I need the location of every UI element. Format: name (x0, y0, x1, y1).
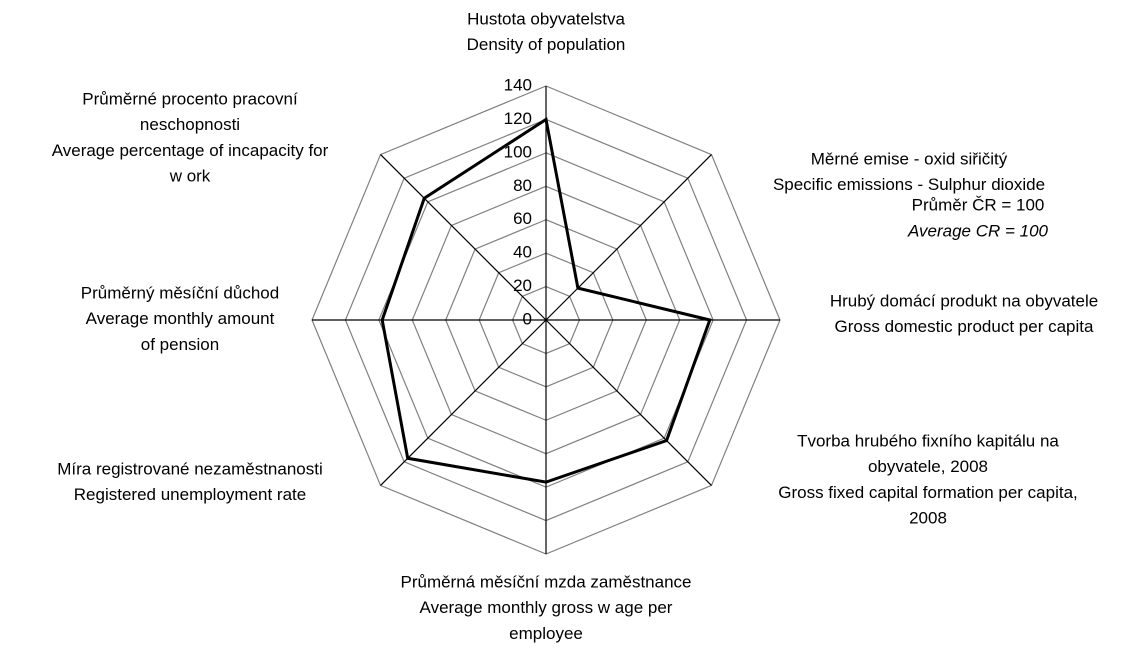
tick-label: 140 (504, 75, 532, 94)
category-label: Density of population (467, 35, 626, 54)
category-label: Specific emissions - Sulphur dioxide (773, 175, 1045, 194)
tick-label: 80 (513, 176, 532, 195)
annotation: Průměr ČR = 100 (912, 195, 1045, 214)
category-label: neschopnosti (140, 115, 240, 134)
tick-label: 0 (523, 309, 532, 328)
category-label: 2008 (909, 509, 947, 528)
category-label: Hustota obyvatelstva (467, 9, 625, 28)
category-label: Gross domestic product per capita (835, 317, 1094, 336)
category-label: Registered unemployment rate (74, 485, 306, 504)
tick-label: 40 (513, 243, 532, 262)
category-label: Hrubý domácí produkt na obyvatele (830, 291, 1098, 310)
category-label: obyvatele, 2008 (868, 457, 988, 476)
data-line (380, 116, 712, 484)
category-label: Měrné emise - oxid siřičitý (811, 149, 1008, 168)
category-label: w ork (169, 167, 211, 186)
category-label: Míra registrované nezaměstnanosti (57, 459, 323, 478)
axis-line (545, 154, 712, 321)
category-label: Průměrný měsíční důchod (81, 283, 279, 302)
category-label: employee (509, 624, 583, 643)
category-label: Average percentage of incapacity for (52, 141, 329, 160)
category-label: Gross fixed capital formation per capita… (778, 483, 1078, 502)
tick-label: 20 (513, 276, 532, 295)
axis-line (380, 154, 547, 321)
category-label: Tvorba hrubého fixního kapitálu na (797, 431, 1059, 450)
category-label: Average monthly amount (86, 309, 275, 328)
tick-label: 100 (504, 142, 532, 161)
annotation: Average CR = 100 (907, 221, 1049, 240)
category-label: Average monthly gross w age per (420, 598, 673, 617)
axis-line (380, 319, 547, 486)
tick-label: 120 (504, 109, 532, 128)
category-label: of pension (141, 335, 219, 354)
category-label: Průměrné procento pracovní (82, 89, 298, 108)
category-label: Průměrná měsíční mzda zaměstnance (400, 572, 691, 591)
axis-line (545, 319, 712, 486)
tick-label: 60 (513, 209, 532, 228)
